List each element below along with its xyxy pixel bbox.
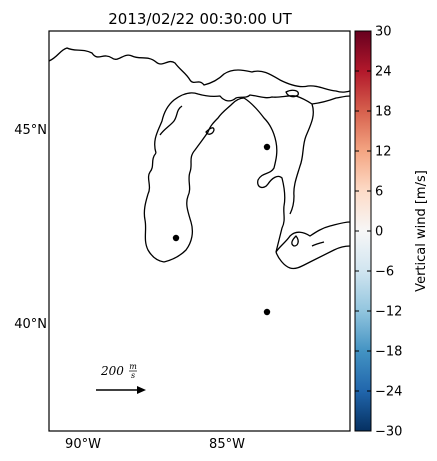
colorbar-tick-label: 6 xyxy=(375,185,383,200)
lon-tick-label: 90°W xyxy=(65,437,101,452)
lake-superior-shoreline xyxy=(48,47,351,93)
map-title: 2013/02/22 00:30:00 UT xyxy=(108,10,292,28)
green-bay-shoreline xyxy=(159,105,183,136)
lake-huron-west-shore xyxy=(243,97,286,207)
colorbar-ticks: 30 24 18 12 6 0 −6 −12 −18 −24 −30 xyxy=(355,25,402,440)
colorbar-tick-label: −6 xyxy=(375,265,394,280)
station-marker[interactable] xyxy=(263,143,271,151)
map-frame xyxy=(48,30,351,432)
island-north-1 xyxy=(205,127,215,135)
lat-tick-label: 40°N xyxy=(14,317,47,332)
colorbar-tick-label: 0 xyxy=(375,225,383,240)
reference-arrow-unit-denominator: s xyxy=(131,371,135,380)
lake-michigan-east-shore xyxy=(163,97,245,263)
lake-erie-north-shore xyxy=(275,221,351,253)
colorbar-tick-label: 18 xyxy=(375,105,392,120)
latitude-ticks: 45°N 40°N xyxy=(14,123,47,332)
lake-erie-point xyxy=(291,235,299,247)
lake-michigan-west-shore xyxy=(143,152,165,263)
colorbar-tick-label: 30 xyxy=(375,25,392,40)
lake-huron-east-shore xyxy=(289,103,314,215)
island-north-2 xyxy=(285,89,299,98)
detroit-river-shoreline xyxy=(275,205,285,253)
colorbar-tick-label: −30 xyxy=(375,425,402,440)
stations xyxy=(172,143,271,316)
colorbar: 30 24 18 12 6 0 −6 −12 −18 −24 −30 Vertical wind [… xyxy=(354,25,429,440)
lake-erie-south-shore xyxy=(275,245,351,270)
station-marker[interactable] xyxy=(172,234,180,242)
lon-tick-label: 85°W xyxy=(209,437,245,452)
lake-erie-long-point xyxy=(311,241,325,247)
colorbar-tick-label: 24 xyxy=(375,65,392,80)
coastlines xyxy=(48,47,351,270)
upper-peninsula-south-shore xyxy=(154,92,351,154)
colorbar-tick-label: −18 xyxy=(375,345,402,360)
station-marker[interactable] xyxy=(263,308,271,316)
reference-arrow-unit-numerator: m xyxy=(129,362,137,371)
reference-arrow-head xyxy=(137,386,146,394)
colorbar-label: Vertical wind [m/s] xyxy=(414,170,429,292)
longitude-ticks: 90°W 85°W xyxy=(65,437,245,452)
colorbar-tick-label: −12 xyxy=(375,305,402,320)
reference-arrow: 200 m s xyxy=(96,362,146,394)
reference-arrow-value: 200 xyxy=(100,364,124,378)
map-panel[interactable]: 200 m s xyxy=(48,30,351,432)
colorbar-tick-label: 12 xyxy=(375,145,392,160)
lat-tick-label: 45°N xyxy=(14,123,47,138)
colorbar-tick-label: −24 xyxy=(375,385,402,400)
